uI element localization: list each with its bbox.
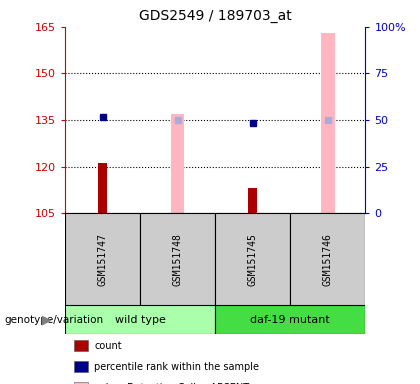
Bar	[321, 33, 335, 213]
Bar	[215, 213, 290, 305]
Bar	[171, 114, 184, 213]
Text: GSM151746: GSM151746	[323, 233, 333, 286]
Text: ▶: ▶	[42, 313, 52, 326]
Bar	[290, 213, 365, 305]
Bar	[248, 188, 257, 213]
Text: GSM151745: GSM151745	[248, 233, 258, 286]
Bar	[65, 213, 140, 305]
Text: daf-19 mutant: daf-19 mutant	[250, 314, 330, 325]
Title: GDS2549 / 189703_at: GDS2549 / 189703_at	[139, 9, 291, 23]
Text: value, Detection Call = ABSENT: value, Detection Call = ABSENT	[94, 383, 249, 384]
Text: GSM151747: GSM151747	[97, 233, 108, 286]
Text: GSM151748: GSM151748	[173, 233, 183, 286]
Text: genotype/variation: genotype/variation	[4, 314, 103, 325]
Bar	[140, 213, 215, 305]
Text: wild type: wild type	[115, 314, 165, 325]
Text: percentile rank within the sample: percentile rank within the sample	[94, 362, 260, 372]
Bar	[98, 164, 107, 213]
Bar	[65, 305, 215, 334]
Text: count: count	[94, 341, 122, 351]
Bar	[215, 305, 365, 334]
